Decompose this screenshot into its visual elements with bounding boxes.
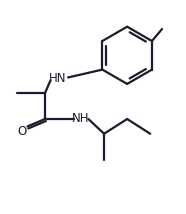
Text: O: O xyxy=(17,125,27,138)
Text: NH: NH xyxy=(72,113,90,125)
Text: HN: HN xyxy=(49,72,67,85)
